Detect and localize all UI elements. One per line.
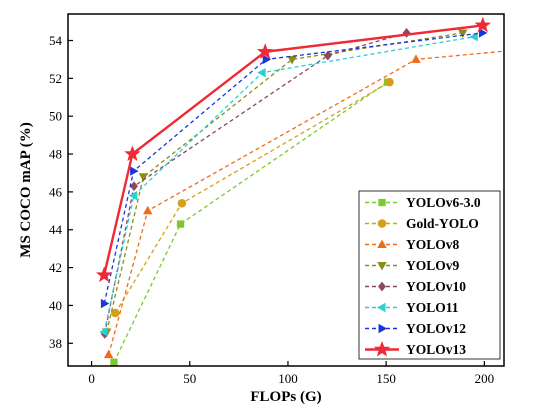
series-yolov8 [103, 50, 504, 359]
y-tick-label: 54 [49, 33, 63, 48]
y-tick-label: 46 [49, 184, 63, 199]
legend-marker [376, 302, 386, 313]
legend-label: YOLOv13 [406, 342, 466, 357]
series-yolov12 [100, 28, 488, 309]
legend-item: YOLOv6-3.0 [365, 195, 481, 210]
data-point [474, 16, 491, 33]
series-yolo11 [99, 31, 478, 337]
series-layer [95, 16, 504, 366]
data-point [411, 54, 421, 63]
x-tick-label: 100 [278, 371, 298, 386]
x-tick-label: 150 [376, 371, 396, 386]
plot-frame [67, 13, 505, 367]
data-point [124, 145, 141, 162]
series-line [104, 32, 407, 334]
legend-marker [373, 340, 391, 357]
data-point [111, 308, 120, 318]
data-point [130, 181, 138, 192]
legend-marker [378, 323, 388, 334]
legend-marker [378, 281, 386, 292]
legend-item: YOLOv12 [365, 321, 466, 336]
series-line [113, 81, 388, 363]
data-point [99, 327, 108, 337]
data-point [100, 298, 110, 309]
y-tick-label: 40 [49, 298, 62, 313]
legend-marker [377, 219, 387, 228]
y-tick-label: 42 [49, 260, 62, 275]
legend-marker [377, 262, 387, 271]
y-tick-label: 38 [49, 336, 62, 351]
y-axis-title: MS COCO mAP (%) [18, 122, 34, 257]
legend-label: YOLOv12 [406, 321, 466, 336]
data-point [385, 77, 394, 87]
data-point [110, 358, 118, 366]
series-line [102, 24, 483, 276]
y-tick-label: 48 [49, 147, 62, 162]
x-tick-label: 50 [183, 371, 196, 386]
legend-label: YOLOv8 [406, 237, 460, 252]
legend-label: YOLO11 [406, 300, 459, 315]
series-yolov13 [95, 16, 491, 283]
legend-label: YOLOv10 [406, 279, 466, 294]
series-gold-yolo [111, 77, 394, 318]
ticks-layer: 0 50 100 150 200 38 40 42 44 46 48 50 52 54 [49, 33, 494, 386]
data-point [176, 220, 185, 228]
y-tick-label: 44 [49, 222, 63, 237]
data-point [469, 31, 478, 42]
legend-label: Gold-YOLO [406, 216, 479, 231]
legend-item: YOLOv10 [365, 279, 466, 294]
data-point [143, 205, 153, 215]
data-point [287, 55, 297, 65]
data-point [262, 54, 272, 65]
legend-item: Gold-YOLO [365, 216, 479, 231]
y-tick-label: 50 [49, 109, 62, 124]
data-point [458, 29, 468, 38]
legend-item: YOLO11 [365, 300, 459, 315]
data-point [138, 173, 149, 182]
x-tick-label: 200 [475, 371, 495, 386]
data-point [177, 198, 187, 208]
data-point [323, 50, 332, 61]
legend: YOLOv6-3.0 Gold-YOLO YOLOv8 YOLOv9 YOLOv10 YO… [358, 190, 501, 360]
data-point [130, 166, 139, 176]
data-point [257, 67, 266, 78]
y-tick-label: 52 [49, 71, 62, 86]
legend-marker [378, 198, 386, 207]
data-point [478, 28, 488, 38]
x-axis-title: FLOPs (G) [250, 389, 321, 405]
legend-item: YOLOv13 [365, 340, 466, 357]
series-line [114, 81, 390, 314]
legend-item: YOLOv8 [365, 237, 460, 252]
x-tick-label: 0 [88, 371, 95, 386]
data-point [95, 266, 113, 283]
data-point [128, 190, 138, 201]
data-point [256, 43, 274, 59]
series-line [108, 50, 504, 355]
legend-box [358, 190, 501, 360]
legend-item: YOLOv9 [365, 258, 460, 273]
legend-marker [377, 239, 387, 248]
series-yolov6-3-0 [110, 78, 392, 366]
legend-label: YOLOv9 [406, 258, 460, 273]
data-point [103, 349, 114, 359]
legend-label: YOLOv6-3.0 [406, 195, 481, 210]
